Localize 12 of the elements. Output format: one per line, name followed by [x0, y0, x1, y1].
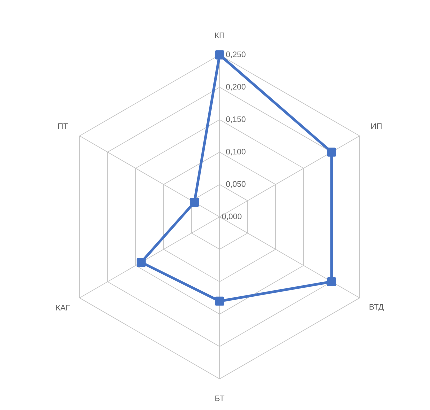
- y-tick-label: 0,050: [226, 181, 246, 188]
- spoke-label: ВТД: [370, 304, 384, 312]
- y-tick-label: 0,150: [226, 116, 246, 124]
- spoke-label: ИП: [372, 124, 382, 130]
- spoke-label: КП: [215, 32, 224, 38]
- spoke-label: КАГ: [56, 305, 70, 311]
- y-tick-label: 0,200: [226, 84, 246, 91]
- spoke-label: БТ: [216, 396, 225, 402]
- y-tick-label: 0,100: [226, 149, 246, 156]
- y-tick-label: 0,250: [226, 52, 246, 58]
- spoke-label: ПТ: [58, 124, 68, 130]
- y-tick-label: 0,000: [222, 214, 242, 220]
